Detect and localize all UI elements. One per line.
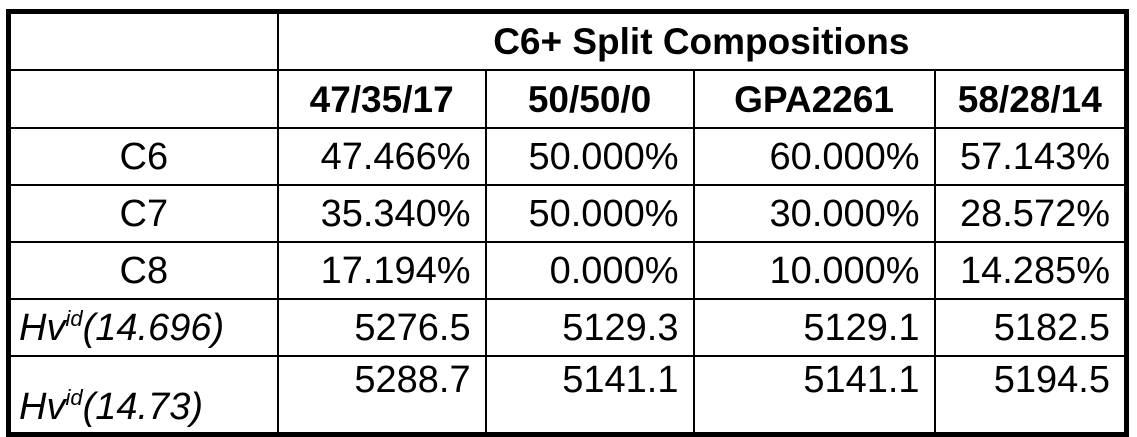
hv-base: Hv bbox=[19, 386, 66, 428]
column-header-gpa2261: GPA2261 bbox=[692, 69, 936, 129]
table-cell: 0.000% bbox=[484, 241, 695, 300]
hv-argument: (14.73) bbox=[82, 386, 203, 428]
corner-cell bbox=[7, 10, 279, 71]
table-cell: 50.000% bbox=[484, 184, 695, 243]
composition-table: C6+ Split Compositions 47/35/17 50/50/0 … bbox=[6, 9, 1129, 437]
table-cell: 5276.5 bbox=[276, 298, 487, 357]
column-header-row: 47/35/17 50/50/0 GPA2261 58/28/14 bbox=[7, 69, 1128, 129]
table-cell: 60.000% bbox=[692, 127, 936, 186]
hv-superscript: id bbox=[65, 305, 83, 331]
table-cell: 5182.5 bbox=[933, 298, 1128, 357]
table-cell: 57.143% bbox=[933, 127, 1128, 186]
row-label-c6: C6 bbox=[7, 127, 279, 186]
table-cell: 14.285% bbox=[933, 241, 1128, 300]
table-row-c7: C7 35.340% 50.000% 30.000% 28.572% bbox=[7, 184, 1128, 243]
table-title: C6+ Split Compositions bbox=[276, 10, 1128, 71]
column-header-47-35-17: 47/35/17 bbox=[276, 69, 487, 129]
row-label-hv-14-73: Hvid(14.73) bbox=[7, 355, 279, 436]
hv-argument: (14.696) bbox=[82, 306, 225, 349]
hv-base: Hv bbox=[19, 306, 66, 349]
hv-superscript: id bbox=[65, 385, 83, 410]
table-cell: 5129.3 bbox=[484, 298, 695, 357]
row-label-hv-14-696: Hvid(14.696) bbox=[7, 298, 279, 357]
table-cell: 5141.1 bbox=[692, 355, 936, 436]
column-header-58-28-14: 58/28/14 bbox=[933, 69, 1128, 129]
table-cell: 30.000% bbox=[692, 184, 936, 243]
table-cell: 50.000% bbox=[484, 127, 695, 186]
table-cell: 10.000% bbox=[692, 241, 936, 300]
column-header-50-50-0: 50/50/0 bbox=[484, 69, 695, 129]
table-cell: 5194.5 bbox=[933, 355, 1128, 436]
table-row-c8: C8 17.194% 0.000% 10.000% 14.285% bbox=[7, 241, 1128, 300]
table-cell: 35.340% bbox=[276, 184, 487, 243]
table-title-row: C6+ Split Compositions bbox=[7, 10, 1128, 71]
table-cell: 17.194% bbox=[276, 241, 487, 300]
table-row-c6: C6 47.466% 50.000% 60.000% 57.143% bbox=[7, 127, 1128, 186]
header-corner-cell bbox=[7, 69, 279, 129]
row-label-c8: C8 bbox=[7, 241, 279, 300]
table-cell: 5288.7 bbox=[276, 355, 487, 436]
table-cell: 28.572% bbox=[933, 184, 1128, 243]
table-cell: 5129.1 bbox=[692, 298, 936, 357]
row-label-c7: C7 bbox=[7, 184, 279, 243]
table-cell: 47.466% bbox=[276, 127, 487, 186]
table-row-hv-14-73: Hvid(14.73) 5288.7 5141.1 5141.1 5194.5 bbox=[7, 355, 1128, 436]
table-cell: 5141.1 bbox=[484, 355, 695, 436]
table-row-hv-14-696: Hvid(14.696) 5276.5 5129.3 5129.1 5182.5 bbox=[7, 298, 1128, 357]
